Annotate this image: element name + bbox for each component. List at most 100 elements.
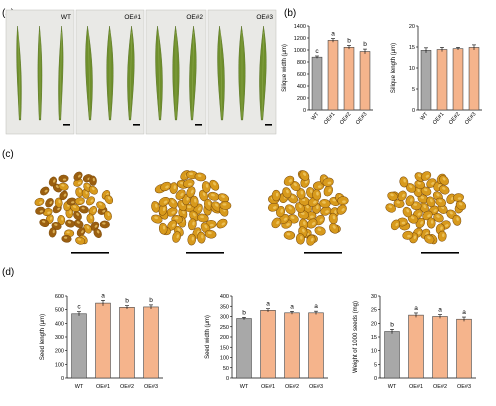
bar-oe2 bbox=[119, 307, 135, 379]
x-tick-label: OE#1 bbox=[323, 111, 337, 126]
panel-c-label: (c) bbox=[2, 149, 14, 160]
y-tick-label: 200 bbox=[55, 349, 64, 355]
scale-bar bbox=[71, 252, 109, 254]
seed bbox=[76, 227, 86, 237]
x-tick-label: OE#3 bbox=[309, 384, 323, 390]
seed bbox=[58, 174, 69, 183]
x-tick-label: OE#2 bbox=[285, 384, 299, 390]
y-tick-label: 400 bbox=[297, 84, 306, 90]
significance-letter: b bbox=[125, 298, 129, 305]
bar-wt bbox=[384, 331, 400, 379]
seed bbox=[45, 198, 54, 208]
y-tick-label: 250 bbox=[220, 325, 229, 331]
scale-bar bbox=[133, 124, 140, 126]
significance-letter: a bbox=[462, 309, 466, 316]
x-tick-label: WT bbox=[388, 384, 397, 390]
significance-letter: c bbox=[315, 48, 319, 55]
significance-letter: a bbox=[266, 301, 270, 308]
genotype-label: WT bbox=[61, 14, 71, 21]
x-tick-label: OE#3 bbox=[464, 111, 478, 126]
seed bbox=[86, 213, 95, 224]
y-tick-label: 0 bbox=[303, 108, 306, 114]
y-axis-label: Silique width (μm) bbox=[282, 44, 288, 92]
y-tick-label: 0 bbox=[412, 108, 415, 114]
seed-photo-1 bbox=[34, 171, 114, 254]
y-tick-label: 15 bbox=[371, 335, 377, 341]
y-tick-label: 5 bbox=[374, 362, 377, 368]
significance-letter: a bbox=[290, 303, 294, 310]
y-axis-label: Seed length (μm) bbox=[40, 314, 46, 360]
genotype-label: OE#3 bbox=[256, 14, 273, 21]
significance-letter: a bbox=[414, 305, 418, 312]
y-tick-label: 200 bbox=[297, 96, 306, 102]
y-tick-label: 15 bbox=[409, 45, 415, 51]
seed bbox=[39, 218, 50, 228]
y-tick-label: 400 bbox=[55, 321, 64, 327]
y-tick-label: 10 bbox=[371, 349, 377, 355]
bar-wt bbox=[420, 50, 432, 111]
bar-oe1 bbox=[327, 40, 339, 111]
y-tick-label: 800 bbox=[297, 60, 306, 66]
bar-oe1 bbox=[95, 302, 111, 379]
seed-photo-2 bbox=[151, 170, 232, 254]
chart-silique-width: 0 200 400 600 800 1000 1200 1400 Silique width (… bbox=[282, 24, 373, 126]
seed bbox=[99, 220, 110, 229]
bar-oe2 bbox=[343, 46, 355, 111]
x-tick-label: WT bbox=[75, 384, 84, 390]
seed bbox=[48, 176, 58, 187]
y-tick-label: 1000 bbox=[294, 48, 306, 54]
significance-letter: a bbox=[101, 292, 105, 299]
seed bbox=[65, 219, 76, 228]
scale-bar bbox=[265, 124, 272, 126]
seed bbox=[54, 197, 63, 208]
chart-seed-length: 0 100 200 300 400 500 600 Seed length (μm) c WT a O… bbox=[40, 292, 163, 390]
bar-oe3 bbox=[308, 312, 324, 379]
y-tick-label: 100 bbox=[55, 362, 64, 368]
significance-letter: c bbox=[77, 304, 81, 311]
silique-photo-oe2: OE#2 bbox=[145, 9, 207, 135]
x-tick-label: OE#3 bbox=[355, 111, 369, 126]
bar-oe1 bbox=[260, 310, 276, 379]
x-tick-label: OE#2 bbox=[339, 111, 353, 126]
bar-oe3 bbox=[468, 47, 480, 111]
seed bbox=[48, 227, 57, 238]
y-tick-label: 300 bbox=[220, 315, 229, 321]
scale-bar bbox=[421, 252, 459, 254]
seed bbox=[40, 186, 50, 196]
bar-wt bbox=[311, 56, 323, 111]
chart-seed-weight: 0 5 10 15 20 25 30 Weight of 1000 seeds (mg) b WT… bbox=[353, 294, 476, 390]
seed bbox=[73, 219, 84, 228]
x-tick-label: OE#2 bbox=[448, 111, 462, 126]
seed bbox=[73, 211, 82, 221]
seed-photo-panel bbox=[34, 170, 467, 254]
y-tick-label: 400 bbox=[220, 294, 229, 300]
y-tick-label: 20 bbox=[371, 321, 377, 327]
bar-oe2 bbox=[452, 48, 464, 111]
y-axis-label: Weight of 1000 seeds (mg) bbox=[353, 301, 359, 373]
seed bbox=[57, 214, 66, 226]
seed bbox=[61, 234, 72, 243]
x-tick-label: OE#3 bbox=[457, 384, 471, 390]
significance-letter: b bbox=[149, 297, 153, 304]
silique-photo-oe3: OE#3 bbox=[207, 9, 277, 135]
y-tick-label: 30 bbox=[371, 294, 377, 300]
x-tick-label: OE#1 bbox=[96, 384, 110, 390]
bar-oe3 bbox=[456, 318, 472, 379]
y-tick-label: 300 bbox=[55, 335, 64, 341]
significance-letter: b bbox=[390, 321, 394, 328]
y-tick-label: 50 bbox=[223, 366, 229, 372]
y-tick-label: 20 bbox=[409, 24, 415, 30]
y-axis-label: Seed width (μm) bbox=[205, 315, 211, 359]
silique-photo-panel: WT OE#1 OE#2 OE#3 bbox=[5, 9, 277, 135]
seed bbox=[75, 236, 86, 245]
panel-d-label: (d) bbox=[2, 267, 14, 278]
seed bbox=[74, 197, 85, 206]
panel-b-label: (b) bbox=[284, 8, 296, 19]
y-tick-label: 350 bbox=[220, 304, 229, 310]
x-tick-label: WT bbox=[419, 111, 430, 122]
seed bbox=[35, 206, 46, 215]
bar-wt bbox=[71, 313, 87, 379]
bar-oe1 bbox=[408, 314, 424, 379]
x-tick-label: OE#2 bbox=[120, 384, 134, 390]
